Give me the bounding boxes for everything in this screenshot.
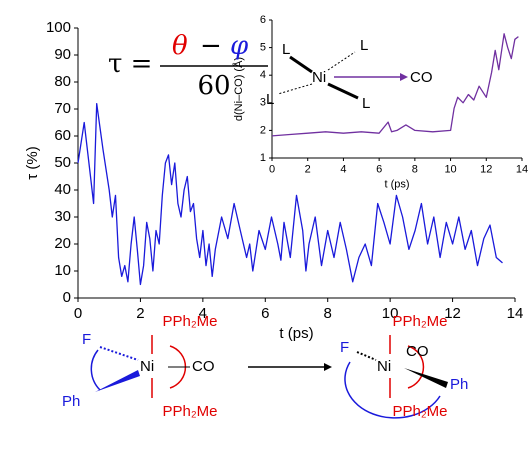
y-tick-label: 50 — [54, 154, 71, 171]
bond — [356, 351, 377, 361]
equation: τ = θ − φ 60 — [108, 31, 268, 101]
y-axis-label: τ (%) — [24, 146, 41, 179]
metal: Ni — [140, 358, 154, 375]
carbonyl: CO — [406, 343, 429, 360]
bond — [99, 346, 139, 361]
bond — [327, 51, 356, 71]
x-tick-label: 0 — [74, 305, 82, 322]
y-tick-label: 2 — [260, 124, 266, 136]
phenyl: Ph — [450, 376, 468, 393]
reactant: PPh₂Me PPh₂Me Ni CO F Ph — [62, 313, 218, 420]
metal: Ni — [312, 69, 326, 86]
phosphine: PPh₂Me — [392, 313, 447, 330]
product: PPh₂Me PPh₂Me Ni CO F Ph — [340, 313, 468, 420]
data-line — [77, 102, 503, 286]
y-tick-label: 0 — [63, 289, 71, 306]
wedge — [95, 370, 140, 392]
x-tick-label: 8 — [324, 305, 332, 322]
equation-lhs: τ = — [108, 49, 152, 79]
ligand: L — [266, 91, 274, 108]
bond — [277, 83, 313, 95]
phosphine: PPh₂Me — [162, 403, 217, 420]
x-tick-label: 4 — [340, 164, 346, 176]
x-tick-label: 2 — [305, 164, 311, 176]
ligand: L — [362, 95, 370, 112]
x-tick-label: 14 — [507, 305, 524, 322]
arrow-head — [400, 73, 408, 81]
ligand: L — [360, 37, 368, 54]
x-tick-label: 6 — [261, 305, 269, 322]
x-axis-label: t (ps) — [279, 325, 313, 342]
y-tick-label: 5 — [260, 42, 266, 54]
x-tick-label: 10 — [382, 305, 399, 322]
bond — [289, 55, 313, 74]
y-tick-label: 30 — [54, 208, 71, 225]
x-tick-label: 14 — [516, 164, 528, 176]
phenyl: Ph — [62, 393, 80, 410]
y-axis-label: d(Ni–CO) (Å) — [232, 57, 245, 121]
phosphine: PPh₂Me — [162, 313, 217, 330]
inset-molecule: L L L L Ni CO — [266, 37, 433, 112]
y-tick-label: 1 — [260, 152, 266, 164]
x-tick-label: 10 — [444, 164, 456, 176]
data-line — [271, 33, 519, 137]
y-tick-label: 10 — [54, 262, 71, 279]
y-tick-label: 6 — [260, 14, 266, 26]
arrow-head — [324, 363, 332, 371]
x-tick-label: 8 — [412, 164, 418, 176]
y-tick-label: 70 — [54, 100, 71, 117]
x-tick-label: 0 — [269, 164, 275, 176]
y-tick-label: 40 — [54, 181, 71, 198]
arc — [407, 345, 425, 389]
arc — [344, 361, 441, 419]
x-tick-label: 12 — [480, 164, 492, 176]
wedge — [404, 368, 448, 388]
y-tick-label: 90 — [54, 46, 71, 63]
x-axis-label: t (ps) — [384, 178, 409, 190]
y-tick-label: 20 — [54, 235, 71, 252]
ligand: L — [282, 41, 290, 58]
y-tick-label: 100 — [46, 19, 71, 36]
inset-background — [228, 0, 531, 188]
bond — [327, 82, 359, 100]
theta: θ — [172, 31, 188, 61]
phosphine: PPh₂Me — [392, 403, 447, 420]
fluoride: F — [340, 339, 349, 356]
carbonyl: CO — [192, 358, 215, 375]
y-tick-label: 60 — [54, 127, 71, 144]
arc — [90, 349, 101, 391]
fluoride: F — [82, 331, 91, 348]
denominator: 60 — [197, 71, 230, 101]
x-tick-label: 4 — [199, 305, 207, 322]
x-tick-label: 12 — [444, 305, 461, 322]
leaving-ligand: CO — [410, 69, 433, 86]
x-tick-label: 6 — [376, 164, 382, 176]
x-tick-label: 2 — [136, 305, 144, 322]
y-tick-label: 3 — [260, 97, 266, 109]
minus: − — [200, 31, 222, 61]
metal: Ni — [377, 358, 391, 375]
y-tick-label: 4 — [260, 69, 266, 81]
phi: φ — [230, 31, 249, 61]
y-tick-label: 80 — [54, 73, 71, 90]
